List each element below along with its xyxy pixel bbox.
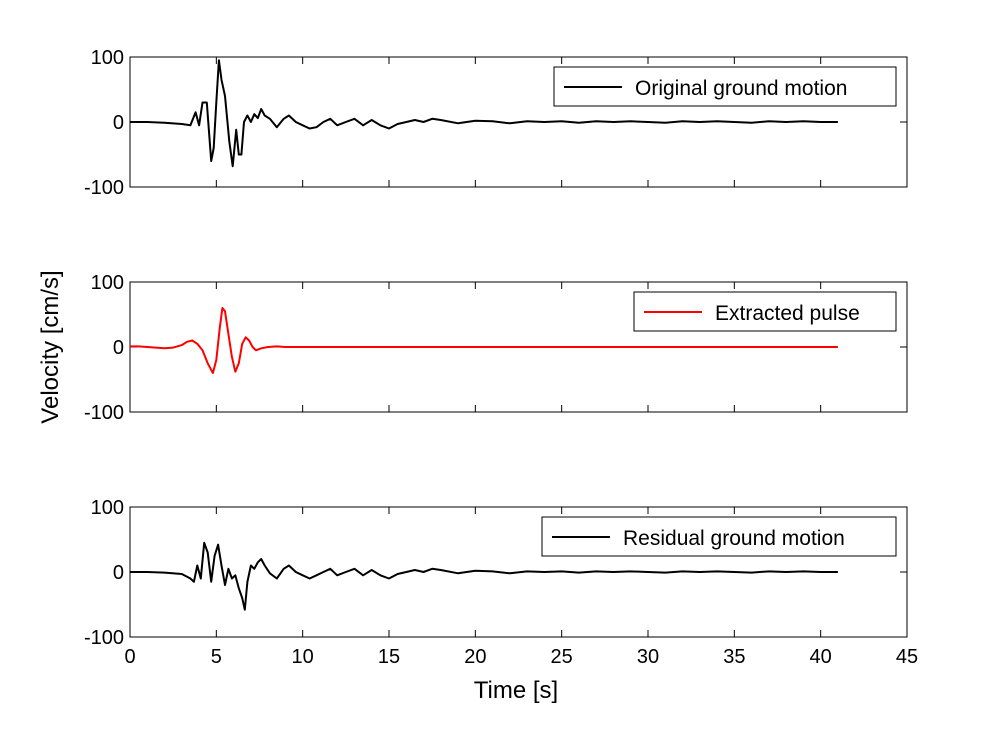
x-tick-label: 30 — [637, 646, 659, 668]
panel-original: -100 0 100 Original ground motion — [84, 47, 908, 199]
y-axis-title: Velocity [cm/s] — [37, 270, 64, 423]
x-tick-label: 15 — [378, 646, 400, 668]
x-tick-label: 0 — [124, 646, 135, 668]
series-line-residual — [130, 541, 838, 611]
x-tick-label: 10 — [292, 646, 314, 668]
legend: Residual ground motion — [541, 516, 897, 557]
y-tick-label: 0 — [113, 112, 124, 134]
series-line-original — [130, 59, 838, 168]
legend: Extracted pulse — [633, 291, 897, 332]
y-tick-label: -100 — [84, 402, 124, 424]
legend-entry-original: Original ground motion — [635, 77, 847, 100]
legend-entry-pulse: Extracted pulse — [715, 302, 860, 325]
legend: Original ground motion — [553, 66, 897, 107]
y-tick-label: 0 — [113, 562, 124, 584]
x-axis-title: Time [s] — [474, 677, 558, 704]
x-tick-label: 5 — [211, 646, 222, 668]
y-tick-label: 0 — [113, 337, 124, 359]
legend-entry-residual: Residual ground motion — [623, 527, 845, 550]
y-tick-label: 100 — [91, 272, 124, 294]
y-tick-label: 100 — [91, 47, 124, 69]
series-line-pulse — [130, 307, 838, 374]
ticks: -100 0 100 — [84, 272, 908, 424]
x-tick-label: 25 — [551, 646, 573, 668]
ticks: -100 0 100 — [84, 47, 908, 199]
y-tick-label: -100 — [84, 627, 124, 649]
x-tick-label: 45 — [896, 646, 918, 668]
x-tick-label: 20 — [464, 646, 486, 668]
panel-pulse: -100 0 100 Extracted pulse — [84, 272, 908, 424]
x-tick-label: 35 — [723, 646, 745, 668]
y-tick-label: 100 — [91, 497, 124, 519]
y-tick-label: -100 — [84, 177, 124, 199]
x-tick-label: 40 — [810, 646, 832, 668]
